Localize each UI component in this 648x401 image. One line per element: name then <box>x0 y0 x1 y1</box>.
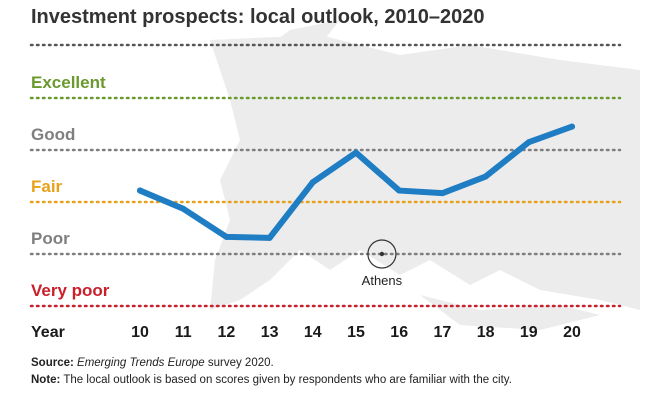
chart-title: Investment prospects: local outlook, 201… <box>31 6 485 28</box>
data-point-18 <box>482 173 489 180</box>
data-point-12 <box>223 233 230 240</box>
x-axis-label: Year <box>31 324 65 341</box>
x-tick-label: 18 <box>477 324 495 341</box>
level-label-good: Good <box>31 125 75 144</box>
data-point-15 <box>353 149 359 156</box>
source-note: Source: Emerging Trends Europe survey 20… <box>31 357 274 369</box>
data-point-20 <box>569 123 575 130</box>
x-tick-label: 16 <box>390 324 408 341</box>
footnote: Note: The local outlook is based on scor… <box>31 374 512 386</box>
x-tick-label: 13 <box>261 324 279 341</box>
x-tick-label: 17 <box>434 324 452 341</box>
data-point-13 <box>266 234 273 241</box>
data-point-16 <box>396 187 403 194</box>
x-tick-label: 20 <box>563 324 581 341</box>
level-label-excellent: Excellent <box>31 73 106 92</box>
level-label-very-poor: Very poor <box>31 281 110 300</box>
athens-ring <box>367 239 397 269</box>
level-label-poor: Poor <box>31 229 70 248</box>
athens-marker: Athens <box>362 239 403 288</box>
x-tick-label: 14 <box>304 324 322 341</box>
x-tick-label: 15 <box>347 324 365 341</box>
x-tick-label: 10 <box>131 324 149 341</box>
data-point-19 <box>525 139 532 146</box>
data-point-17 <box>439 190 446 197</box>
data-point-10 <box>137 187 143 194</box>
data-point-14 <box>309 179 316 186</box>
level-label-fair: Fair <box>31 177 63 196</box>
x-tick-label: 19 <box>520 324 538 341</box>
athens-dot <box>379 251 385 257</box>
athens-label: Athens <box>362 273 403 288</box>
europe-map-background <box>210 20 640 330</box>
data-point-11 <box>180 205 187 212</box>
x-tick-label: 12 <box>218 324 236 341</box>
x-tick-label: 11 <box>175 324 192 341</box>
